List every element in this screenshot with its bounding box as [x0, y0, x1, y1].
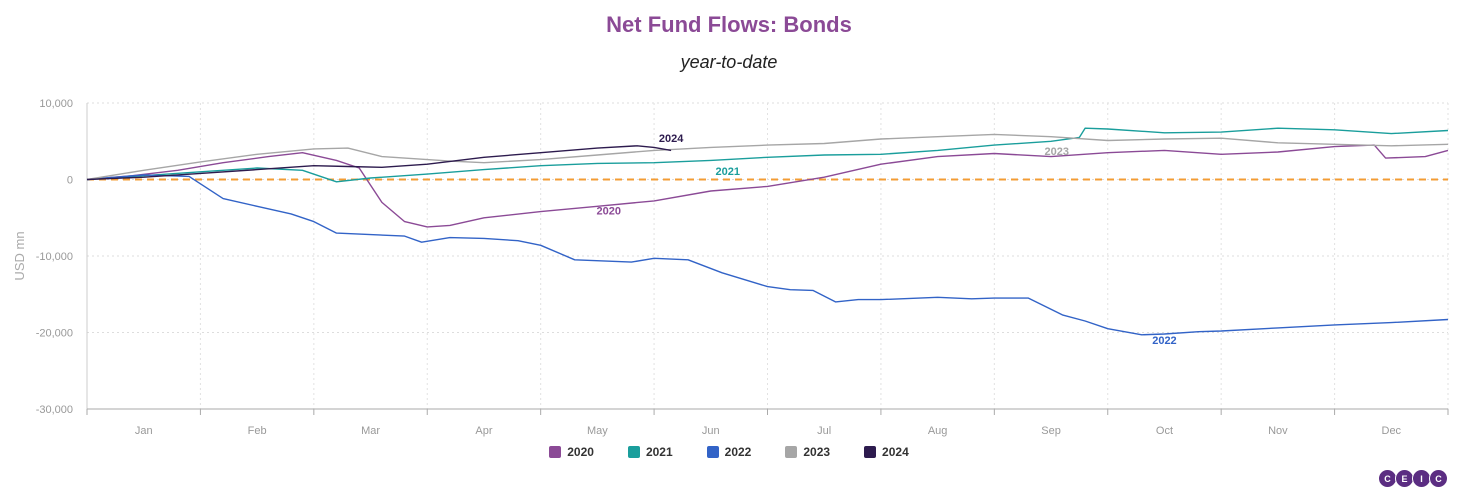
legend-item-2022[interactable]: 2022	[706, 445, 752, 459]
legend-item-2021[interactable]: 2021	[627, 445, 673, 459]
x-tick-label: Aug	[928, 425, 948, 437]
x-tick-label: Sep	[1041, 425, 1061, 437]
legend-swatch	[864, 446, 877, 458]
series-label-2024: 2024	[659, 133, 684, 145]
line-chart: 10,000 0 -10,000 -20,000 -30,000 Jan Feb Mar Apr…	[12, 98, 1449, 437]
y-tick-label: -30,000	[36, 404, 73, 416]
chart-title: Net Fund Flows: Bonds	[606, 12, 852, 37]
x-tick-label: Oct	[1156, 425, 1173, 437]
x-tick-label: Mar	[361, 425, 380, 437]
x-tick-label: Dec	[1382, 425, 1402, 437]
legend-label: 2024	[882, 445, 909, 459]
x-tick-label: Apr	[475, 425, 492, 437]
legend-item-2023[interactable]: 2023	[785, 445, 830, 459]
series-line-2023	[86, 133, 1449, 181]
legend-label: 2023	[803, 445, 831, 459]
y-tick-label: 0	[67, 175, 73, 187]
legend-swatch	[706, 446, 719, 458]
x-tick-label: Feb	[248, 425, 267, 437]
legend-item-2024[interactable]: 2024	[864, 445, 909, 459]
series-label-2021: 2021	[716, 166, 740, 178]
series-line-2024	[86, 145, 672, 181]
chart-subtitle: year-to-date	[680, 52, 778, 72]
legend-label: 2020	[567, 445, 594, 459]
legend: 2020 2021 2022 2023 2024	[0, 445, 1458, 459]
series-line-2020	[86, 144, 1449, 228]
series-line-2022	[86, 174, 1449, 336]
x-tick-label: Jul	[817, 425, 831, 437]
x-tick-label: Jun	[702, 425, 720, 437]
series-label-2020: 2020	[596, 206, 620, 218]
legend-label: 2021	[645, 445, 673, 459]
x-tick-label: Nov	[1268, 425, 1288, 437]
legend-swatch	[549, 446, 562, 458]
x-tick-label: Jan	[135, 425, 153, 437]
series-line-2021	[86, 127, 1449, 183]
legend-swatch	[785, 446, 798, 458]
legend-label: 2022	[724, 445, 752, 459]
series-label-2023: 2023	[1044, 146, 1068, 158]
logo-letter: C	[1429, 469, 1448, 488]
logo-letter: E	[1395, 469, 1414, 488]
y-tick-label: -20,000	[36, 328, 73, 340]
x-tick-label: May	[587, 425, 608, 437]
legend-swatch	[627, 446, 640, 458]
series-label-2022: 2022	[1152, 335, 1176, 347]
y-axis-title: USD mn	[12, 231, 27, 280]
y-tick-label: 10,000	[39, 98, 73, 110]
legend-item-2020[interactable]: 2020	[549, 445, 594, 459]
y-tick-label: -10,000	[36, 251, 73, 263]
